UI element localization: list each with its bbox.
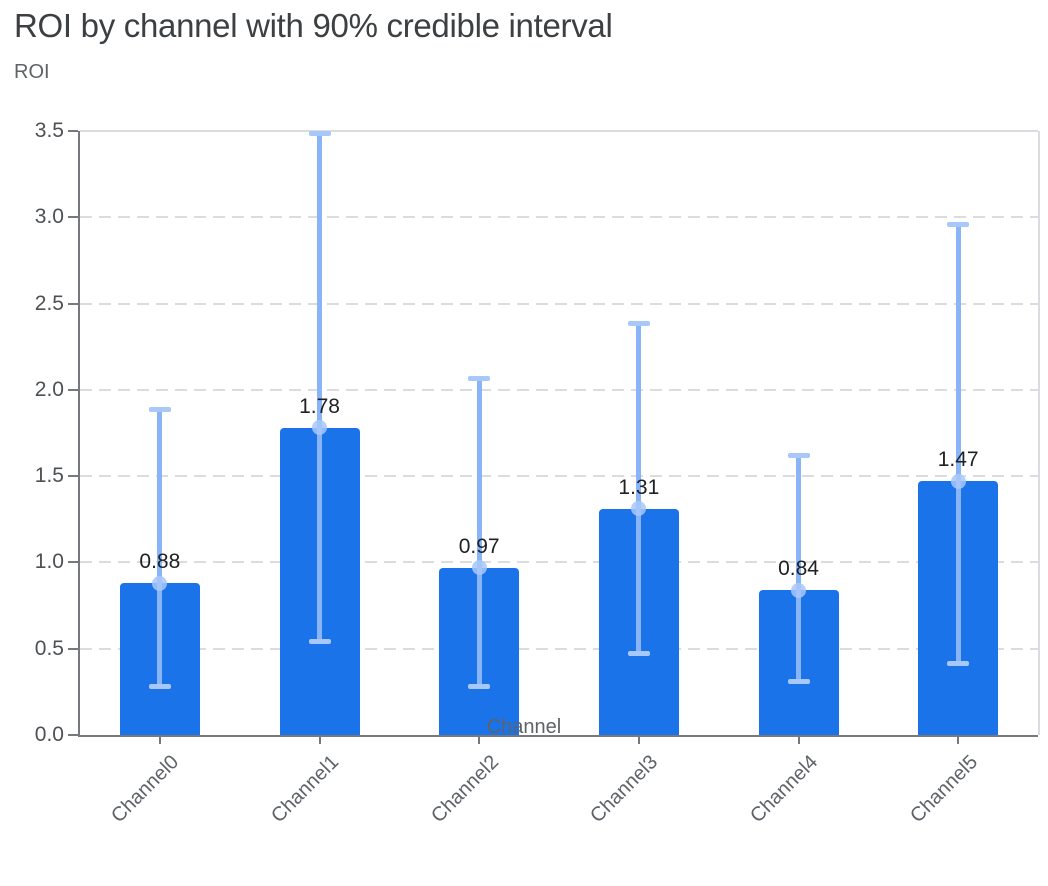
- error-bar-line: [636, 322, 642, 654]
- mean-marker: [950, 473, 966, 489]
- chart-title: ROI by channel with 90% credible interva…: [14, 7, 613, 44]
- value-label: 0.88: [139, 550, 181, 574]
- x-tick-label: Channel0: [107, 751, 184, 828]
- mean-marker: [471, 560, 487, 576]
- error-bar-cap-bottom: [627, 650, 650, 656]
- error-bar-cap-top: [627, 320, 650, 326]
- gridline: [80, 561, 1038, 564]
- y-tick-label: 2.0: [34, 377, 64, 401]
- value-label: 1.31: [618, 475, 660, 499]
- value-label: 1.47: [937, 448, 979, 472]
- x-tick-label: Channel2: [426, 751, 503, 828]
- y-axis-line: [78, 131, 80, 735]
- plot-border-right: [1038, 131, 1040, 735]
- mean-marker: [631, 501, 647, 517]
- y-tick-mark: [68, 216, 78, 219]
- value-label: 0.84: [778, 557, 819, 581]
- gridline: [80, 302, 1038, 305]
- x-tick-mark: [478, 735, 481, 744]
- y-tick-mark: [68, 475, 78, 478]
- gridline: [80, 475, 1038, 478]
- y-tick-label: 0.5: [34, 636, 64, 660]
- y-tick-label: 3.5: [34, 119, 64, 142]
- value-label: 1.78: [299, 394, 340, 418]
- x-axis-title: Channel: [486, 716, 562, 738]
- x-tick-mark: [158, 735, 161, 744]
- y-tick-mark: [68, 302, 78, 305]
- gridline: [80, 216, 1038, 219]
- y-tick-mark: [68, 388, 78, 391]
- error-bar-cap-top: [308, 130, 331, 136]
- error-bar-line: [476, 377, 482, 687]
- y-tick-mark: [68, 561, 78, 564]
- y-tick-label: 3.0: [34, 205, 64, 229]
- x-tick-label: Channel5: [905, 751, 982, 828]
- x-tick-mark: [797, 735, 800, 744]
- mean-marker: [312, 420, 327, 436]
- y-tick-label: 1.5: [34, 464, 64, 488]
- y-tick-mark: [68, 130, 78, 132]
- error-bar-line: [955, 224, 961, 665]
- mean-marker: [791, 582, 806, 598]
- error-bar-cap-bottom: [468, 683, 491, 689]
- x-tick-label: Channel3: [586, 751, 663, 828]
- plot-border-top: [80, 130, 1038, 132]
- error-bar-line: [317, 132, 322, 642]
- x-axis-line: [78, 735, 1038, 737]
- plot-area: 0.0 0.5 1.0 1.5 2.0 2.5 3.0 3.5 0.88 Channel0 1.78…: [35, 119, 1040, 827]
- error-bar-cap-top: [947, 222, 970, 228]
- y-axis-title: ROI: [14, 61, 50, 83]
- gridline: [80, 388, 1038, 391]
- x-tick-mark: [957, 735, 960, 744]
- error-bar-cap-bottom: [308, 638, 331, 644]
- y-tick-label: 1.0: [34, 550, 64, 574]
- error-bar-cap-top: [468, 375, 491, 381]
- x-tick-label: Channel4: [745, 751, 823, 828]
- error-bar-cap-top: [787, 453, 810, 459]
- error-bar-line: [157, 408, 163, 687]
- error-bar-cap-bottom: [787, 678, 810, 684]
- error-bar-cap-bottom: [947, 661, 970, 667]
- x-tick-label: Channel1: [266, 751, 344, 828]
- value-label: 0.97: [458, 534, 500, 558]
- y-tick-label: 2.5: [34, 291, 64, 315]
- y-tick-label: 0.0: [34, 723, 64, 746]
- error-bar-cap-top: [148, 406, 171, 412]
- mean-marker: [152, 575, 168, 591]
- x-tick-mark: [318, 735, 321, 744]
- y-tick-mark: [68, 734, 78, 736]
- error-bar-line: [796, 455, 801, 682]
- y-tick-mark: [68, 647, 78, 650]
- x-tick-mark: [637, 735, 640, 744]
- error-bar-cap-bottom: [148, 683, 171, 689]
- gridline: [80, 647, 1038, 650]
